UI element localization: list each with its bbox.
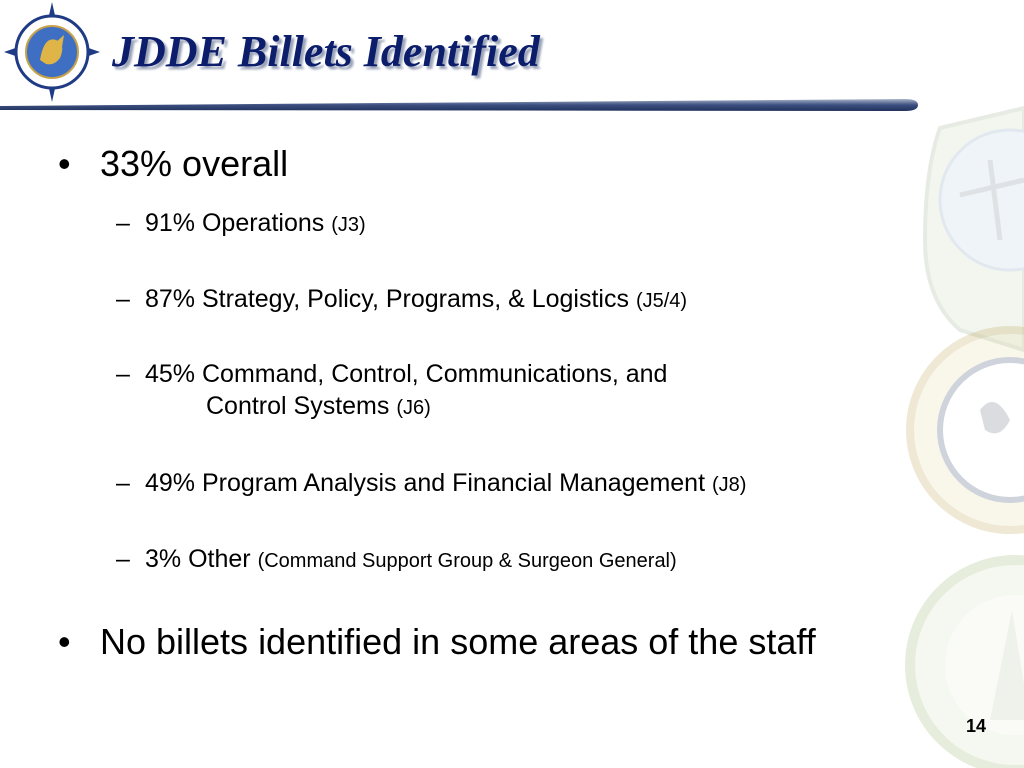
sub-bullet-marker: – bbox=[116, 360, 130, 388]
bullet-item: • 33% overall bbox=[58, 142, 288, 186]
sub-bullet-marker: – bbox=[116, 469, 130, 497]
sub-bullet-marker: – bbox=[116, 285, 130, 313]
transportation-command-seal-icon bbox=[4, 2, 100, 102]
sub-bullet-item: –3% Other (Command Support Group & Surge… bbox=[116, 543, 677, 577]
sub-bullet-marker: – bbox=[116, 545, 130, 573]
sub-bullet-text: 45% Command, Control, Communications, an… bbox=[145, 360, 668, 388]
sub-bullet-item: –87% Strategy, Policy, Programs, & Logis… bbox=[116, 283, 687, 317]
bullet-text: No billets identified in some areas of t… bbox=[100, 621, 816, 662]
sub-bullet-suffix: (J6) bbox=[396, 397, 431, 419]
bullet-item: • No billets identified in some areas of … bbox=[58, 620, 816, 664]
sub-bullet-text: 87% Strategy, Policy, Programs, & Logist… bbox=[145, 285, 629, 313]
sub-bullet-text: 3% Other bbox=[145, 545, 251, 573]
sub-bullet-marker: – bbox=[116, 209, 130, 237]
bullet-marker: • bbox=[58, 621, 71, 662]
slide-title: JDDE Billets Identified bbox=[112, 27, 540, 76]
sub-bullet-continuation-line: Control Systems (J6) bbox=[116, 390, 667, 424]
sub-bullet-item: –49% Program Analysis and Financial Mana… bbox=[116, 467, 746, 501]
sub-bullet-continuation: Control Systems bbox=[206, 392, 390, 420]
bullet-marker: • bbox=[58, 143, 71, 184]
sub-bullet-suffix: (J8) bbox=[711, 474, 747, 496]
sub-bullet-suffix: (J5/4) bbox=[635, 290, 688, 312]
bullet-text: 33% overall bbox=[100, 143, 289, 184]
page-number: 14 bbox=[965, 716, 986, 736]
sub-bullet-text: 49% Program Analysis and Financial Manag… bbox=[145, 469, 706, 497]
sub-bullet-item: –91% Operations (J3) bbox=[116, 207, 366, 241]
sub-bullet-suffix: (J3) bbox=[331, 214, 366, 236]
sub-bullet-text: 91% Operations bbox=[145, 209, 325, 237]
title-rule bbox=[0, 99, 918, 111]
sub-bullet-suffix: (Command Support Group & Surgeon General… bbox=[257, 550, 677, 572]
sub-bullet-item: –45% Command, Control, Communications, a… bbox=[116, 358, 667, 424]
